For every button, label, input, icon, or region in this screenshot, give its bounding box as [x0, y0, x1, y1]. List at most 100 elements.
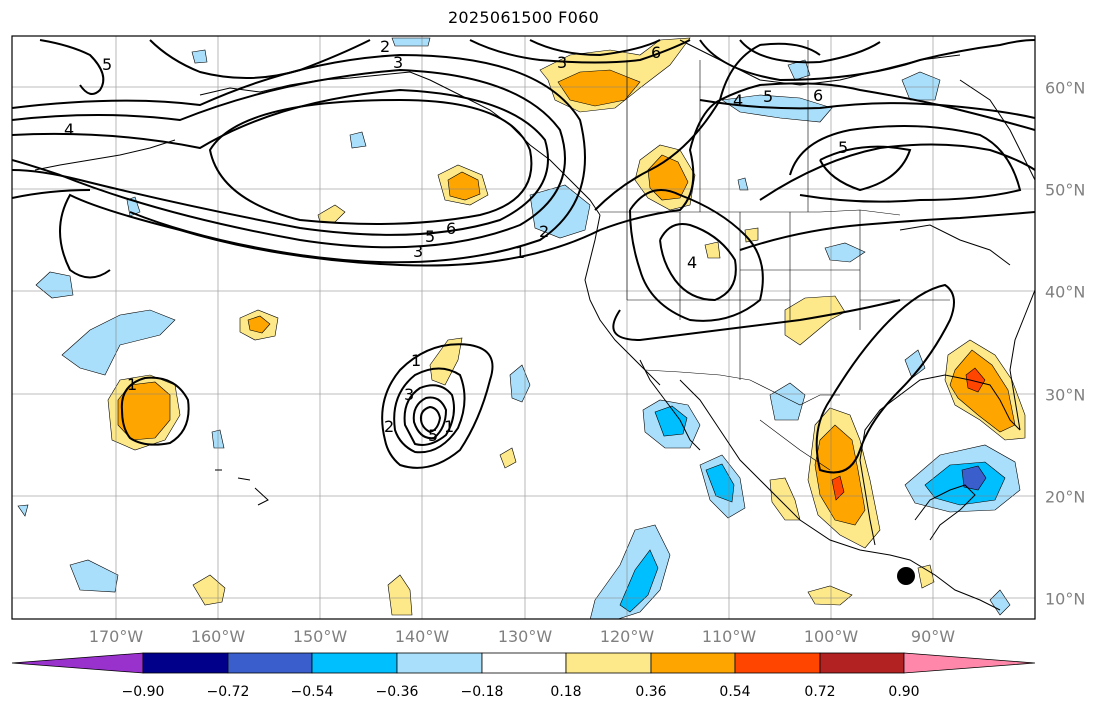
hawaii-island-2 — [237, 477, 251, 481]
baja — [639, 359, 701, 451]
pos-area-small-e — [704, 241, 721, 259]
lat-label: 30°N — [1045, 385, 1086, 405]
great-lakes — [899, 224, 1011, 266]
pos-area-small-a — [317, 204, 346, 223]
contour-canada-north — [149, 39, 371, 80]
contour-east-4 — [789, 125, 1022, 203]
neg-area-small-5 — [509, 364, 531, 403]
contour-east-7 — [699, 99, 1035, 119]
contour-pac-west-ring — [120, 376, 190, 446]
contour-label: 2 — [539, 222, 549, 241]
contour-west-3 — [594, 42, 821, 211]
contour-label: 5 — [763, 87, 773, 106]
contour-hawaii-4 — [412, 396, 448, 440]
contour-east-6 — [739, 39, 881, 64]
contour-pac-2 — [12, 88, 549, 236]
contour-label: 3 — [557, 53, 567, 72]
colorbar-extend-high — [903, 652, 1036, 674]
contour-label: 2 — [380, 37, 390, 56]
pos-area-south-east — [807, 585, 853, 606]
neg-area-south — [589, 524, 671, 619]
west-coast-us — [584, 214, 661, 386]
colorbar-seg — [481, 652, 567, 674]
contour-nw-small — [39, 39, 105, 95]
neg-area-small-1 — [35, 271, 74, 299]
pos-area-small-c — [744, 227, 759, 243]
lat-label: 20°N — [1045, 487, 1086, 507]
contour-label: 3 — [404, 385, 414, 404]
neg-area-small-11 — [17, 504, 29, 517]
contour-label: 1 — [515, 243, 525, 262]
contour-west-4 — [599, 82, 1035, 231]
neg-area-small-4 — [824, 242, 866, 263]
colorbar-tick: −0.18 — [460, 684, 504, 700]
contour-gulf-1 — [815, 283, 955, 474]
neg-area-baja-core — [654, 405, 688, 437]
yucatan — [914, 484, 976, 541]
neg-area-small-10 — [989, 589, 1011, 616]
pos-area-florida-red — [965, 367, 986, 393]
pos-area-mexico-red — [831, 475, 845, 501]
contour-label: 4 — [64, 120, 74, 139]
contour-label: 6 — [651, 43, 661, 62]
contour-hawaii-2 — [393, 367, 466, 454]
contour-label: 5 — [425, 227, 435, 246]
lon-label: 90°W — [910, 627, 956, 646]
mexico-coast — [679, 379, 1001, 611]
map-title: 2025061500 F060 — [447, 8, 600, 27]
aleutians — [34, 139, 176, 171]
lon-label: 170°W — [88, 627, 144, 646]
pos-area-pac-mid-core — [447, 171, 481, 201]
contour-label: 3 — [413, 242, 423, 261]
contour-label: 5 — [102, 55, 112, 74]
neg-area-south-core — [619, 549, 659, 613]
contour-label: 6 — [446, 219, 456, 238]
pos-area-southwest — [784, 295, 846, 346]
contour-east-1 — [739, 211, 1035, 251]
neg-area-west-pac — [61, 309, 176, 376]
contour-hawaii-3 — [403, 384, 455, 446]
neg-area-mex-core — [705, 463, 735, 503]
neg-area-nw-coast — [529, 184, 591, 239]
lon-label: 140°W — [394, 627, 450, 646]
pos-area-texas — [769, 477, 801, 521]
lon-label: 100°W — [803, 627, 859, 646]
neg-area-small-15 — [737, 177, 749, 191]
neg-area-gulf-deep — [961, 465, 987, 491]
neg-area-hudson — [901, 71, 941, 101]
contour-west-1 — [629, 189, 764, 322]
contour-east-3 — [819, 145, 912, 192]
colorbar-seg — [142, 652, 229, 674]
neg-area-small-13 — [391, 37, 431, 47]
storm-center-marker — [897, 567, 915, 585]
colorbar-seg — [565, 652, 652, 674]
pos-area-hawaii-n — [429, 337, 463, 386]
contour-label: 5 — [428, 426, 438, 445]
contour-canada-north2 — [469, 39, 691, 64]
neg-area-small-9 — [126, 196, 141, 217]
contours — [12, 39, 1035, 474]
graticule — [12, 36, 1035, 619]
pos-area-mexico-core — [814, 424, 866, 526]
contour-label: 5 — [838, 138, 848, 157]
colorbar-seg — [311, 652, 398, 674]
colorbar-seg — [650, 652, 736, 674]
contour-label: 1 — [411, 351, 421, 370]
colorbar-tick: −0.36 — [375, 684, 419, 700]
colorbar-seg — [396, 652, 483, 674]
colorbar — [11, 652, 1036, 674]
hawaii-island-3 — [254, 487, 269, 506]
lat-label: 40°N — [1045, 282, 1086, 302]
lat-label: 60°N — [1045, 78, 1086, 98]
contour-label: 4 — [687, 253, 697, 272]
colorbar-tick: −0.90 — [121, 684, 165, 700]
lon-label: 150°W — [292, 627, 348, 646]
contour-label: 6 — [813, 86, 823, 105]
neg-area-small-7 — [349, 131, 367, 149]
colorbar-tick: −0.54 — [290, 684, 334, 700]
contour-label: 1 — [127, 375, 137, 394]
contour-label: 1 — [444, 417, 454, 436]
pos-area-south-mid2 — [387, 574, 413, 616]
contour-label: 4 — [733, 91, 743, 110]
